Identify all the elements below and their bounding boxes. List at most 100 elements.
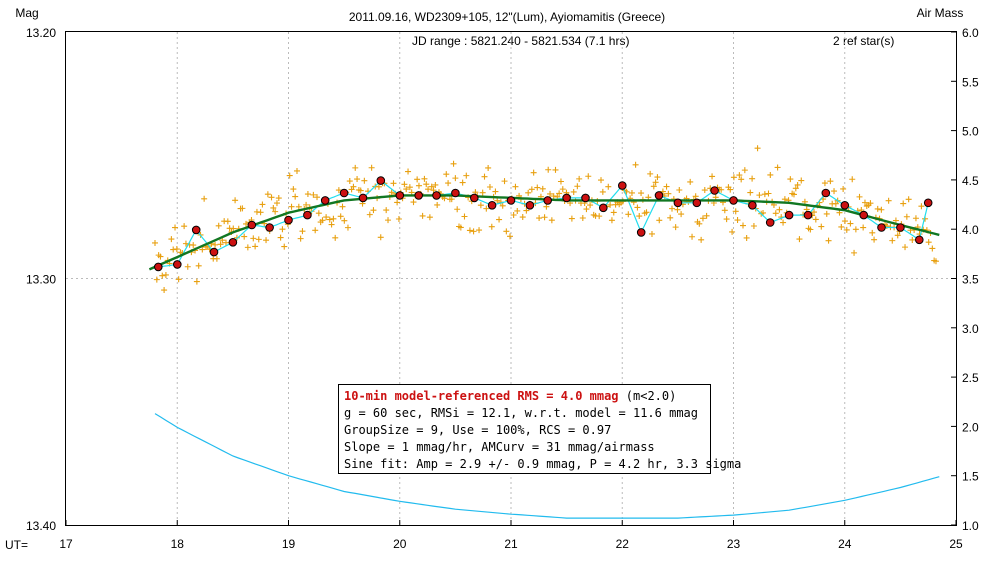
raw-point <box>428 183 435 190</box>
raw-point <box>843 226 850 233</box>
raw-point <box>932 258 939 265</box>
raw-point <box>628 189 635 196</box>
raw-point <box>774 164 781 171</box>
y-left-tick-label: 13.30 <box>26 273 56 287</box>
raw-point <box>790 191 797 198</box>
y-right-tick-label: 2.0 <box>962 420 979 434</box>
raw-point <box>583 206 590 213</box>
binned-point <box>358 193 368 203</box>
y-right-tick-label: 3.5 <box>962 273 979 287</box>
binned-point <box>784 210 794 220</box>
raw-point <box>878 206 885 213</box>
raw-point <box>395 216 402 222</box>
raw-point <box>461 213 468 220</box>
raw-point <box>754 145 761 152</box>
raw-point <box>159 272 166 279</box>
raw-point <box>273 200 280 207</box>
raw-point <box>479 189 486 196</box>
raw-point <box>346 178 353 185</box>
raw-point <box>528 186 535 193</box>
raw-point <box>709 173 716 180</box>
raw-point <box>776 206 783 213</box>
raw-point <box>929 245 936 252</box>
binned-point <box>618 181 627 190</box>
binned-point <box>915 235 924 245</box>
raw-point <box>414 176 421 183</box>
raw-point <box>648 230 655 237</box>
sine-fit-group <box>158 179 929 268</box>
raw-point <box>264 191 271 198</box>
binned-point <box>191 225 201 235</box>
raw-point <box>761 191 768 198</box>
raw-point <box>383 207 390 214</box>
raw-point <box>667 214 674 221</box>
raw-point <box>232 197 239 204</box>
y-right-tick-label: 4.5 <box>962 174 979 188</box>
raw-point <box>182 240 189 247</box>
raw-point <box>514 207 521 214</box>
raw-point <box>568 215 575 222</box>
raw-point <box>743 234 750 241</box>
raw-point <box>539 185 546 192</box>
raw-point <box>297 235 304 242</box>
binned-point <box>923 198 933 208</box>
raw-point <box>293 167 300 174</box>
raw-point <box>519 214 526 221</box>
raw-point <box>385 217 392 224</box>
raw-point <box>811 209 818 216</box>
binned-points-group <box>154 176 933 272</box>
raw-point <box>344 224 351 231</box>
raw-point <box>889 237 896 244</box>
raw-point <box>574 183 581 190</box>
binned-point <box>228 238 238 247</box>
raw-point <box>821 180 828 187</box>
raw-point <box>701 187 708 194</box>
binned-point <box>487 201 497 210</box>
y-right-tick-label: 3.0 <box>962 322 979 336</box>
raw-point <box>699 215 706 222</box>
y-right-tick-label: 1.5 <box>962 470 979 484</box>
binned-point <box>339 188 349 198</box>
binned-point <box>525 201 535 210</box>
raw-point <box>818 223 825 230</box>
x-tick-label: 18 <box>171 537 185 551</box>
raw-point <box>585 173 592 180</box>
raw-point <box>173 246 180 253</box>
raw-point <box>213 255 220 262</box>
raw-point <box>548 217 555 224</box>
raw-point <box>503 228 510 235</box>
chart-title: 2011.09.16, WD2309+105, 12"(Lum), Ayioma… <box>349 10 665 24</box>
raw-point <box>852 226 859 233</box>
raw-point <box>530 169 537 176</box>
raw-point <box>268 194 275 201</box>
raw-point <box>335 187 342 194</box>
raw-point <box>849 176 856 183</box>
binned-point <box>803 210 813 220</box>
raw-point <box>794 181 801 188</box>
left-axis-label: Mag <box>15 6 38 20</box>
raw-point <box>730 174 737 181</box>
raw-point <box>663 183 670 190</box>
raw-point <box>257 209 264 216</box>
raw-point <box>541 214 548 221</box>
raw-point <box>201 195 208 202</box>
raw-point <box>330 215 337 222</box>
raw-point <box>687 178 694 185</box>
binned-point <box>859 210 869 220</box>
raw-point <box>426 214 433 221</box>
raw-point <box>275 195 282 202</box>
binned-point <box>451 188 460 198</box>
stats-headline-suffix: (m<2.0) <box>619 389 677 403</box>
stats-line-2: GroupSize = 9, Use = 100%, RCS = 0.97 <box>344 423 611 437</box>
raw-point <box>729 228 736 235</box>
raw-point <box>869 229 876 236</box>
raw-point <box>861 199 868 206</box>
raw-point <box>481 173 488 180</box>
raw-point <box>315 210 322 217</box>
raw-point <box>747 189 754 196</box>
y-right-tick-labels: 1.0 1.5 2.0 2.5 3.0 3.5 4.0 4.5 5.0 5.5 6.0 <box>951 26 979 533</box>
binned-point <box>599 203 608 213</box>
raw-point <box>483 205 490 212</box>
raw-point <box>295 203 302 210</box>
raw-point <box>741 167 748 174</box>
